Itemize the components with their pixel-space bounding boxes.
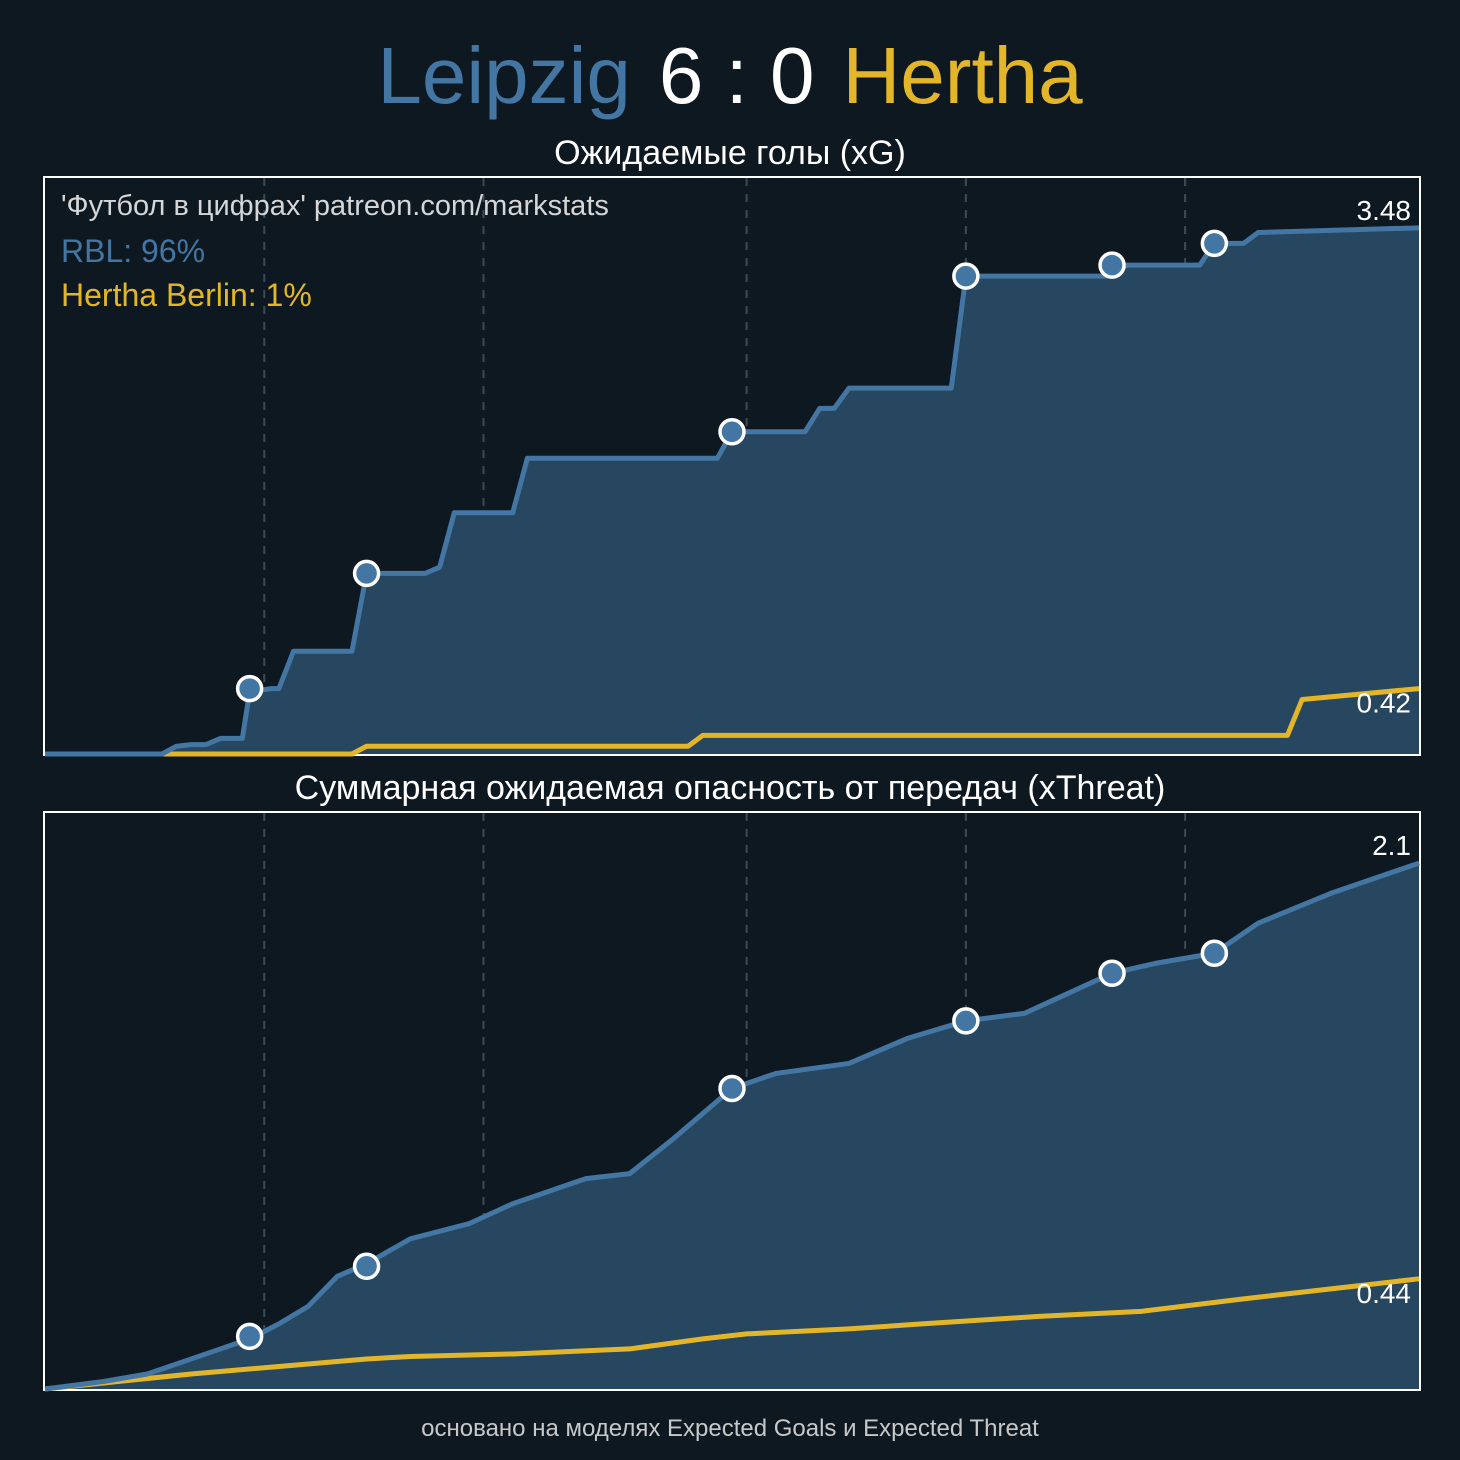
away-team-name: Hertha — [842, 31, 1083, 120]
xt-home-final-label: 2.1 — [1372, 830, 1411, 861]
xt-goal-marker — [952, 1007, 980, 1035]
xt-goal-marker — [352, 1252, 381, 1281]
xt-home-line — [44, 860, 1420, 1392]
xg-goal-marker — [1200, 229, 1229, 258]
xt-goal-marker — [1098, 959, 1126, 988]
home-team-name: Leipzig — [377, 31, 631, 120]
match-header: Leipzig 6 : 0 Hertha — [0, 28, 1460, 124]
xt-goal-marker — [235, 1322, 264, 1351]
xg-chart-svg: 1530HT60753.480.42 — [45, 178, 1420, 757]
home-win-probability: RBL: 96% — [61, 233, 206, 269]
xg-goal-marker — [1098, 251, 1126, 279]
xt-away-final-label: 0.44 — [1357, 1278, 1412, 1309]
away-win-probability: Hertha Berlin: 1% — [61, 277, 312, 313]
xg-chart-panel: 1530HT60753.480.42 'Футбол в цифрах' pat… — [43, 176, 1421, 757]
xt-goal-marker — [718, 1074, 746, 1103]
xg-goal-marker — [235, 674, 264, 703]
xg-away-line — [45, 686, 1420, 757]
xg-home-final-label: 3.48 — [1357, 195, 1412, 226]
xg-goal-marker — [718, 418, 746, 446]
footer-note: основано на моделях Expected Goals и Exp… — [421, 1415, 1039, 1442]
xthreat-chart-svg: 1530HT60752.10.44 — [44, 813, 1420, 1392]
xg-goal-marker — [352, 559, 381, 588]
xthreat-chart-panel: 1530HT60752.10.44 — [43, 811, 1421, 1392]
xg-home-area — [45, 227, 1419, 754]
xg-away-final-label: 0.42 — [1357, 688, 1412, 719]
xthreat-chart-title: Суммарная ожидаемая опасность от передач… — [294, 769, 1166, 807]
xg-chart-title: Ожидаемые голы (xG) — [554, 134, 906, 172]
xt-away-line — [44, 1276, 1420, 1392]
xg-goal-marker — [952, 262, 980, 290]
xt-goal-marker — [1200, 939, 1229, 967]
credit-text: 'Футбол в цифрах' patreon.com/markstats — [61, 190, 609, 222]
match-score: 6 : 0 — [658, 31, 815, 120]
xt-home-area — [45, 863, 1419, 1389]
